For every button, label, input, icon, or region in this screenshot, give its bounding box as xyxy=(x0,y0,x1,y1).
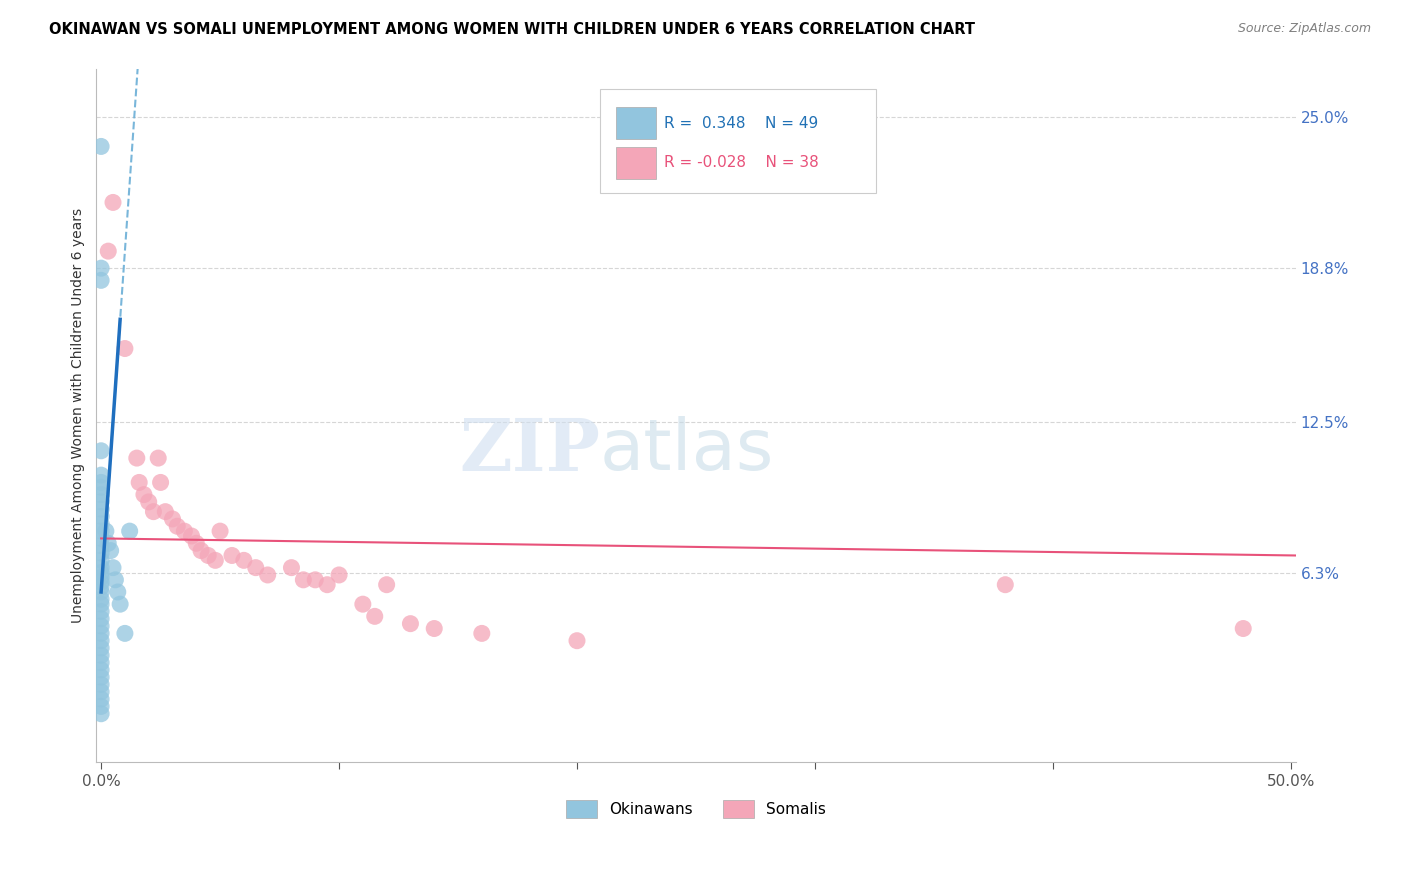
Point xyxy=(90,443,112,458)
Point xyxy=(292,573,315,587)
Point xyxy=(90,273,112,287)
Point xyxy=(173,524,195,538)
Point xyxy=(90,546,112,560)
Point xyxy=(232,553,254,567)
Point xyxy=(90,566,112,580)
Point xyxy=(197,549,219,563)
Point xyxy=(186,536,208,550)
Legend: Okinawans, Somalis: Okinawans, Somalis xyxy=(560,794,832,824)
Point xyxy=(101,560,124,574)
Point xyxy=(142,505,165,519)
Point xyxy=(90,656,112,670)
Point xyxy=(162,512,184,526)
Point xyxy=(108,597,131,611)
Point xyxy=(90,648,112,663)
Point xyxy=(90,524,112,538)
Point xyxy=(90,502,112,516)
Point xyxy=(90,539,112,553)
Point xyxy=(90,560,112,574)
Point xyxy=(204,553,226,567)
Point xyxy=(125,451,148,466)
Point xyxy=(90,706,112,721)
Point xyxy=(90,605,112,619)
Point xyxy=(90,468,112,483)
Point xyxy=(155,505,177,519)
Text: atlas: atlas xyxy=(600,416,775,484)
Point xyxy=(118,524,141,538)
Point xyxy=(565,633,588,648)
Text: R =  0.348    N = 49: R = 0.348 N = 49 xyxy=(664,116,818,131)
Point xyxy=(399,616,422,631)
Point xyxy=(352,597,374,611)
Point xyxy=(97,536,120,550)
Point xyxy=(90,670,112,684)
Point xyxy=(245,560,267,574)
Point xyxy=(256,568,278,582)
Point xyxy=(148,451,170,466)
Point xyxy=(128,475,150,490)
Point xyxy=(1232,622,1254,636)
Point xyxy=(90,692,112,706)
Point xyxy=(423,622,446,636)
Point xyxy=(90,487,112,501)
Point xyxy=(221,549,243,563)
Point xyxy=(364,609,387,624)
Point xyxy=(90,509,112,524)
Point xyxy=(104,573,127,587)
Point xyxy=(90,699,112,714)
Point xyxy=(90,475,112,490)
Point xyxy=(166,519,188,533)
Point xyxy=(304,573,326,587)
Point xyxy=(94,524,117,538)
Point xyxy=(90,553,112,567)
Point xyxy=(101,195,124,210)
Point xyxy=(90,685,112,699)
Point xyxy=(180,529,202,543)
Point xyxy=(90,575,112,590)
Point xyxy=(316,577,339,591)
Text: OKINAWAN VS SOMALI UNEMPLOYMENT AMONG WOMEN WITH CHILDREN UNDER 6 YEARS CORRELAT: OKINAWAN VS SOMALI UNEMPLOYMENT AMONG WO… xyxy=(49,22,976,37)
Y-axis label: Unemployment Among Women with Children Under 6 years: Unemployment Among Women with Children U… xyxy=(72,208,86,623)
Point xyxy=(90,261,112,276)
Point xyxy=(90,585,112,599)
Point xyxy=(149,475,172,490)
Point xyxy=(114,626,136,640)
Point xyxy=(90,677,112,691)
Text: Source: ZipAtlas.com: Source: ZipAtlas.com xyxy=(1237,22,1371,36)
Point xyxy=(90,480,112,494)
Point xyxy=(107,585,129,599)
Point xyxy=(190,543,212,558)
Point xyxy=(90,516,112,531)
Point xyxy=(90,612,112,626)
Point xyxy=(114,342,136,356)
Point xyxy=(90,663,112,677)
Point xyxy=(90,626,112,640)
Point xyxy=(100,543,122,558)
FancyBboxPatch shape xyxy=(616,107,657,139)
Point xyxy=(90,139,112,153)
Point xyxy=(90,597,112,611)
Point xyxy=(90,633,112,648)
Point xyxy=(90,640,112,655)
FancyBboxPatch shape xyxy=(616,147,657,179)
Point xyxy=(328,568,350,582)
Point xyxy=(90,495,112,509)
Point xyxy=(97,244,120,259)
Point xyxy=(138,495,160,509)
Point xyxy=(90,592,112,607)
Text: ZIP: ZIP xyxy=(460,415,600,485)
Point xyxy=(90,570,112,584)
FancyBboxPatch shape xyxy=(600,89,876,194)
Point xyxy=(375,577,398,591)
Point xyxy=(471,626,494,640)
Point xyxy=(209,524,232,538)
Point xyxy=(994,577,1017,591)
Point xyxy=(280,560,302,574)
Point xyxy=(90,619,112,633)
Point xyxy=(90,532,112,546)
Text: R = -0.028    N = 38: R = -0.028 N = 38 xyxy=(664,155,818,170)
Point xyxy=(90,580,112,594)
Point xyxy=(132,487,155,501)
